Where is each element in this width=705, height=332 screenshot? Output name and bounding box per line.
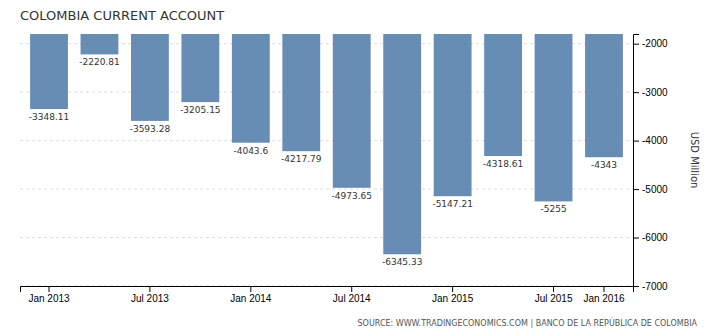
bar [81, 34, 119, 54]
x-tick: Jul 2015 [535, 286, 573, 304]
y-tick: -5000 [633, 184, 668, 195]
x-tick: Jul 2014 [333, 286, 371, 304]
y-tick: -4000 [633, 135, 668, 146]
data-label: -3348.11 [29, 112, 69, 122]
y-tick-label: -3000 [642, 87, 668, 98]
x-tick-label: Jan 2013 [28, 293, 70, 304]
y-axis-line [634, 35, 640, 287]
bar [333, 34, 371, 188]
y-axis: -7000 -6000 -5000 -4000 -3000 -2000 [633, 35, 668, 292]
data-label: -4973.65 [331, 191, 371, 201]
x-tick: Jan 2016 [583, 286, 625, 304]
y-tick: -6000 [633, 232, 668, 243]
annotation: SOURCE: WWW.TRADINGECONOMICS.COM | BANCO… [358, 317, 698, 328]
bar [181, 34, 219, 102]
x-tick: Jan 2013 [28, 286, 70, 304]
bar [585, 34, 623, 157]
x-tick: Jan 2014 [230, 286, 272, 304]
x-tick-mark [149, 286, 150, 292]
bar [30, 34, 68, 109]
bar [232, 34, 270, 143]
y-tick: -3000 [633, 87, 668, 98]
y-tick-mark [633, 189, 639, 190]
x-tick-mark [250, 286, 251, 292]
grid-line [20, 237, 633, 238]
data-label: -3593.28 [130, 124, 171, 134]
chart-svg: -3348.11 -2220.81 -3593.28 -3205.15 -4043.6 -… [0, 0, 705, 332]
y-tick: -2000 [633, 38, 668, 49]
data-label: -4217.79 [281, 154, 322, 164]
y-tick-label: -5000 [642, 184, 668, 195]
y-axis-title: USD Million [689, 132, 700, 189]
data-label: -6345.33 [382, 257, 422, 267]
y-tick-mark [633, 286, 639, 287]
x-tick-mark [603, 286, 604, 292]
y-tick-label: -7000 [642, 281, 668, 292]
data-label: -4343 [591, 160, 617, 170]
data-labels: -3348.11 -2220.81 -3593.28 -3205.15 -4043.6 -… [29, 57, 617, 267]
title: COLOMBIA CURRENT ACCOUNT [20, 8, 224, 23]
bar [383, 34, 421, 254]
x-tick-mark [553, 286, 554, 292]
data-label: -2220.81 [79, 57, 119, 67]
y-tick: -7000 [633, 281, 668, 292]
data-label: -4318.61 [483, 159, 523, 169]
bar [282, 34, 320, 151]
data-label: -3205.15 [180, 105, 220, 115]
y-tick-label: -6000 [642, 232, 668, 243]
x-tick-label: Jan 2015 [432, 293, 474, 304]
y-tick-mark [633, 238, 639, 239]
x-tick: Jul 2013 [131, 286, 169, 304]
bars [30, 34, 623, 254]
y-tick-label: -2000 [642, 38, 668, 49]
bar [535, 34, 573, 201]
y-tick-mark [633, 141, 639, 142]
x-tick-label: Jul 2013 [131, 293, 169, 304]
x-axis: Jan 2013 Jul 2013 Jan 2014 Jul 2014 Jan 2015… [21, 286, 634, 304]
plot-area: -3348.11 -2220.81 -3593.28 -3205.15 -4043.6 -… [20, 0, 668, 304]
x-tick-label: Jan 2014 [230, 293, 272, 304]
x-tick: Jan 2015 [432, 286, 474, 304]
x-tick-label: Jan 2016 [583, 293, 625, 304]
x-tick-label: Jul 2014 [333, 293, 371, 304]
x-axis-line [21, 287, 634, 293]
data-label: -5255 [540, 204, 566, 214]
x-tick-mark [452, 286, 453, 292]
data-label: -4043.6 [233, 146, 268, 156]
x-tick-mark [49, 286, 50, 292]
bar [434, 34, 472, 196]
x-tick-mark [351, 286, 352, 292]
y-tick-label: -4000 [642, 135, 668, 146]
y-tick-mark [633, 44, 639, 45]
bar [484, 34, 522, 156]
x-tick-label: Jul 2015 [535, 293, 573, 304]
data-label: -5147.21 [432, 199, 472, 209]
bar [131, 34, 169, 121]
y-tick-mark [633, 92, 639, 93]
